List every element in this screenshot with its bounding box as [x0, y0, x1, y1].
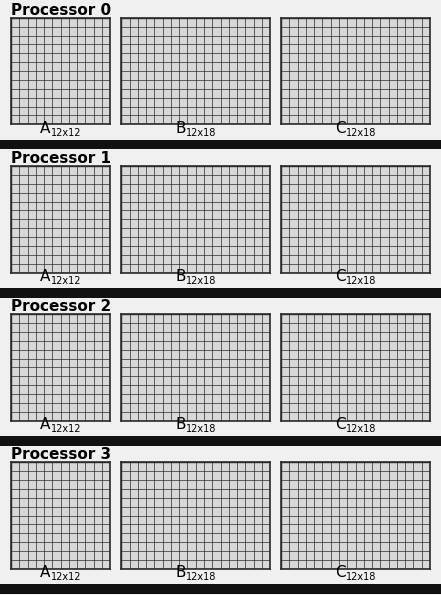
Text: B: B: [175, 269, 186, 284]
Text: 12x12: 12x12: [51, 276, 81, 286]
Text: 12x18: 12x18: [186, 276, 216, 286]
Text: A: A: [40, 121, 51, 136]
Text: Processor 3: Processor 3: [11, 447, 111, 462]
Text: 12x18: 12x18: [346, 572, 376, 583]
Text: 12x18: 12x18: [186, 424, 216, 434]
Text: C: C: [335, 121, 346, 136]
Text: 12x18: 12x18: [346, 424, 376, 434]
Text: 12x18: 12x18: [346, 128, 376, 138]
Text: 12x12: 12x12: [51, 424, 81, 434]
Text: C: C: [335, 565, 346, 580]
Text: B: B: [175, 565, 186, 580]
Text: Processor 0: Processor 0: [11, 3, 111, 18]
Text: A: A: [40, 269, 51, 284]
Text: Processor 2: Processor 2: [11, 299, 111, 314]
Text: B: B: [175, 121, 186, 136]
Text: B: B: [175, 417, 186, 432]
Text: 12x18: 12x18: [186, 128, 216, 138]
Text: A: A: [40, 565, 51, 580]
Text: C: C: [335, 269, 346, 284]
Text: Processor 1: Processor 1: [11, 151, 111, 166]
Text: 12x12: 12x12: [51, 128, 81, 138]
Text: 12x12: 12x12: [51, 572, 81, 583]
Text: C: C: [335, 417, 346, 432]
Text: 12x18: 12x18: [346, 276, 376, 286]
Text: A: A: [40, 417, 51, 432]
Text: 12x18: 12x18: [186, 572, 216, 583]
